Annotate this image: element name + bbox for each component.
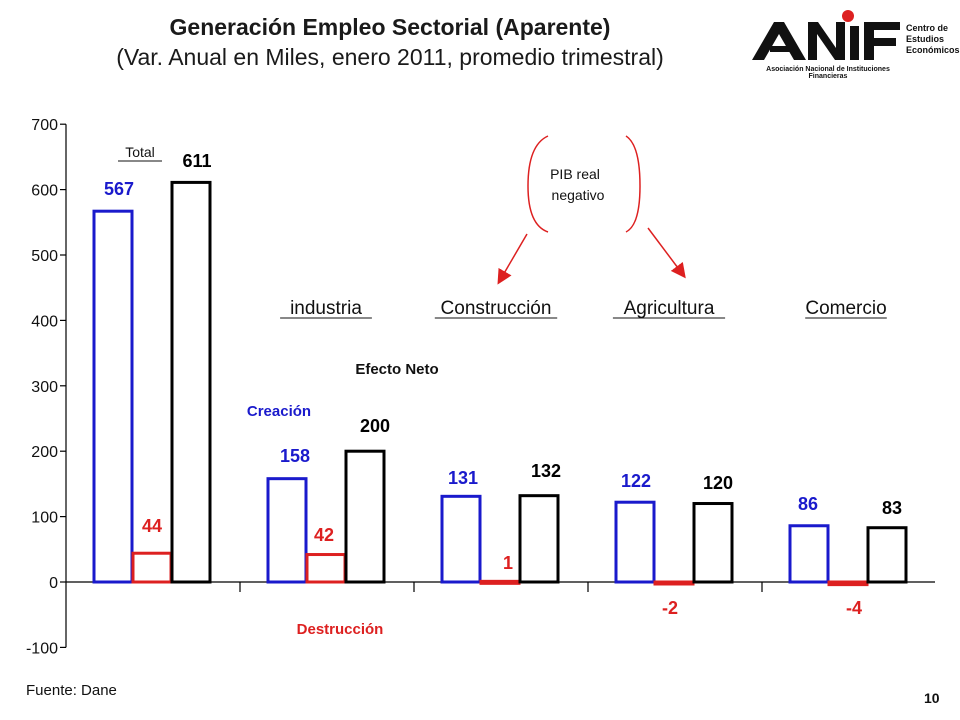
y-tick-label: -100 xyxy=(26,640,58,657)
page-number: 10 xyxy=(924,690,940,706)
bar-creacin-2 xyxy=(440,494,482,584)
category-label: Agricultura xyxy=(624,298,715,319)
annotation-bracket-right xyxy=(625,135,641,233)
y-tick-label: 700 xyxy=(31,117,58,134)
category-label: Construcción xyxy=(441,298,552,319)
y-tick-label: 400 xyxy=(31,313,58,330)
bar-efectoneto-1 xyxy=(344,449,386,584)
data-label: 611 xyxy=(182,151,211,171)
chart-title: Generación Empleo Sectorial (Aparente) xyxy=(169,14,611,40)
annotation-text: negativo xyxy=(552,187,605,203)
bar-destruccin-1 xyxy=(305,553,347,584)
bar-destruccin-2 xyxy=(479,579,521,585)
category-label: Comercio xyxy=(805,298,886,319)
series-label-neto: Efecto Neto xyxy=(355,361,438,378)
bar-creacin-4 xyxy=(788,524,830,584)
anif-logo-mark xyxy=(752,10,900,60)
data-label: 158 xyxy=(280,446,310,466)
bar-destruccin-4 xyxy=(827,580,869,587)
logo-side-line: Económicos xyxy=(906,45,960,55)
data-label: -4 xyxy=(846,598,862,618)
logo-side-line: Centro de xyxy=(906,23,949,33)
y-tick-label: 0 xyxy=(49,575,58,592)
annotation-bracket-left xyxy=(527,135,549,233)
bar-efectoneto-4 xyxy=(866,526,908,584)
bar-destruccin-0 xyxy=(131,551,173,584)
annotation-arrow-agricultura xyxy=(647,227,686,279)
y-tick-label: 300 xyxy=(31,379,58,396)
category-label: industria xyxy=(290,298,362,319)
y-tick-label: 200 xyxy=(31,444,58,461)
bar-efectoneto-2 xyxy=(518,494,560,584)
data-label: 122 xyxy=(621,471,651,491)
category-label: Total xyxy=(125,144,155,160)
logo-subtitle: Asociación Nacional de Instituciones Fin… xyxy=(766,66,890,80)
data-label: -2 xyxy=(662,598,678,618)
source-note: Fuente: Dane xyxy=(26,682,117,699)
y-tick-label: 100 xyxy=(31,510,58,527)
data-label: 86 xyxy=(798,494,818,514)
bar-destruccin-3 xyxy=(653,580,695,586)
bar-creacin-0 xyxy=(92,209,134,584)
data-label: 200 xyxy=(360,416,390,436)
series-label-creacion: Creación xyxy=(247,403,311,420)
data-label: 1 xyxy=(503,553,513,573)
data-label: 132 xyxy=(531,461,561,481)
annotation-text: PIB real xyxy=(550,166,600,182)
bar-creacin-1 xyxy=(266,477,308,584)
annotation-arrow-construccion xyxy=(497,233,528,285)
logo-side-line: Estudios xyxy=(906,34,945,44)
chart-subtitle: (Var. Anual en Miles, enero 2011, promed… xyxy=(116,44,664,70)
y-tick-label: 500 xyxy=(31,248,58,265)
data-label: 131 xyxy=(448,468,478,488)
data-label: 42 xyxy=(314,525,334,545)
bar-efectoneto-0 xyxy=(170,180,212,584)
data-label: 83 xyxy=(882,498,902,518)
y-tick-label: 600 xyxy=(31,183,58,200)
bar-creacin-3 xyxy=(614,500,656,584)
series-label-destruccion: Destrucción xyxy=(297,621,384,638)
bar-efectoneto-3 xyxy=(692,502,734,584)
data-label: 567 xyxy=(104,179,134,199)
anif-logo: Asociación Nacional de Instituciones Fin… xyxy=(748,8,960,88)
logo-side-text: Centro de Estudios Económicos xyxy=(906,23,960,56)
data-label: 44 xyxy=(142,516,162,536)
data-label: 120 xyxy=(703,473,733,493)
